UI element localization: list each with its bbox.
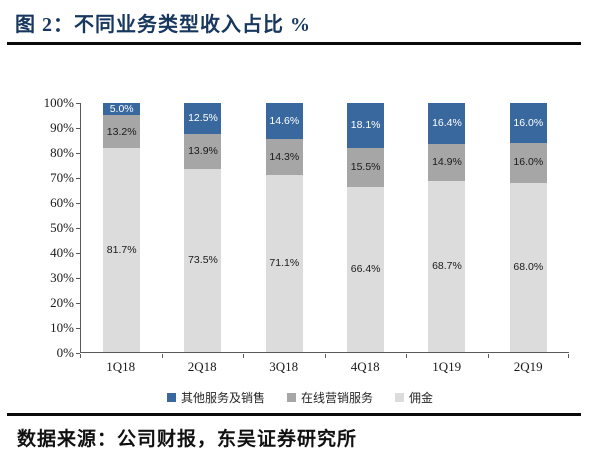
segment-series3-1q18: 81.7% bbox=[103, 148, 141, 352]
legend-item-series1: 其他服务及销售 bbox=[166, 389, 265, 406]
legend-swatch-icon bbox=[286, 393, 296, 402]
legend-swatch-icon bbox=[395, 393, 404, 402]
y-axis-tick bbox=[76, 128, 80, 129]
x-axis-tick bbox=[324, 354, 326, 358]
x-axis-category-label: 2Q18 bbox=[187, 359, 217, 374]
segment-series3-1q19: 68.7% bbox=[428, 180, 466, 352]
segment-series1-4q18: 18.1% bbox=[347, 103, 385, 149]
segment-value-label: 68.0% bbox=[513, 261, 544, 274]
y-axis-tick-label: 80% bbox=[50, 145, 74, 160]
segment-series2-4q18: 15.5% bbox=[347, 148, 385, 187]
data-source-note: 数据来源：公司财报，东吴证券研究所 bbox=[17, 429, 358, 450]
segment-value-label: 14.6% bbox=[269, 114, 300, 127]
stacked-bar-3q18: 14.6% 14.3% 71.1% bbox=[265, 103, 303, 352]
y-axis-tick-label: 20% bbox=[50, 295, 74, 310]
stacked-bar-1q18: 5.0% 13.2% 81.7% bbox=[103, 102, 141, 352]
segment-value-label: 13.2% bbox=[106, 125, 137, 138]
legend-label: 佣金 bbox=[409, 391, 434, 405]
segment-series1-2q19: 16.0% bbox=[509, 103, 547, 143]
segment-series1-1q18: 5.0% bbox=[103, 102, 141, 116]
x-axis-tick bbox=[80, 354, 81, 358]
segment-series2-1q19: 14.9% bbox=[428, 143, 466, 181]
y-axis-tick bbox=[76, 178, 80, 179]
figure-title: 图 2：不同业务类型收入占比 % bbox=[15, 14, 311, 36]
x-axis-category-label: 3Q18 bbox=[269, 359, 299, 374]
segment-series3-2q19: 68.0% bbox=[509, 182, 547, 352]
y-axis-tick-label: 50% bbox=[50, 220, 74, 235]
bar-slot-1q18: 5.0% 13.2% 81.7% bbox=[81, 103, 162, 352]
segment-series1-3q18: 14.6% bbox=[265, 103, 303, 140]
segment-series3-2q18: 73.5% bbox=[184, 168, 222, 352]
segment-series1-2q18: 12.5% bbox=[184, 103, 222, 135]
y-axis-tick bbox=[76, 153, 80, 154]
segment-value-label: 5.0% bbox=[109, 102, 134, 115]
y-axis-tick-label: 90% bbox=[50, 120, 74, 135]
stacked-bar-2q19: 16.0% 16.0% 68.0% bbox=[509, 103, 547, 352]
y-axis-tick-label: 70% bbox=[50, 170, 74, 185]
y-axis-tick-label: 30% bbox=[50, 270, 74, 285]
segment-value-label: 13.9% bbox=[188, 145, 218, 158]
y-axis-tick-label: 40% bbox=[50, 245, 74, 260]
segment-value-label: 73.5% bbox=[188, 253, 218, 266]
segment-series2-2q18: 13.9% bbox=[184, 134, 222, 169]
segment-value-label: 81.7% bbox=[106, 243, 137, 256]
segment-value-label: 16.4% bbox=[432, 117, 462, 130]
segment-value-label: 15.5% bbox=[350, 161, 381, 174]
segment-value-label: 71.1% bbox=[269, 257, 300, 270]
segment-value-label: 14.9% bbox=[432, 156, 462, 169]
segment-value-label: 16.0% bbox=[513, 156, 544, 169]
plot-area: 5.0% 13.2% 81.7% 12.5% 13.9% 73.5% 14.6% 14.3% 7… bbox=[80, 103, 569, 353]
footer-rule bbox=[7, 413, 581, 416]
bar-slot-2q19: 16.0% 16.0% 68.0% bbox=[488, 103, 569, 352]
y-axis-tick bbox=[76, 103, 80, 104]
y-axis-tick-label: 10% bbox=[50, 320, 74, 335]
y-axis-tick-label: 60% bbox=[50, 195, 74, 210]
y-axis-tick bbox=[76, 353, 80, 354]
segment-value-label: 18.1% bbox=[350, 119, 381, 132]
bar-slot-2q18: 12.5% 13.9% 73.5% bbox=[162, 103, 243, 352]
chart-legend: 其他服务及销售 在线营销服务 佣金 bbox=[0, 389, 600, 406]
segment-value-label: 68.7% bbox=[432, 260, 462, 273]
segment-series3-4q18: 66.4% bbox=[347, 186, 385, 352]
y-axis-tick bbox=[76, 228, 80, 229]
y-axis-tick bbox=[76, 278, 80, 279]
x-axis-category-label: 1Q18 bbox=[106, 359, 136, 374]
segment-value-label: 12.5% bbox=[188, 112, 218, 125]
legend-item-series3: 佣金 bbox=[395, 389, 433, 406]
segment-value-label: 66.4% bbox=[350, 263, 381, 276]
segment-series1-1q19: 16.4% bbox=[428, 103, 466, 144]
x-axis-category-label: 2Q19 bbox=[513, 359, 543, 374]
y-axis-tick bbox=[76, 203, 80, 204]
y-axis-tick bbox=[76, 328, 80, 329]
y-axis-tick bbox=[76, 253, 80, 254]
x-axis-tick bbox=[568, 354, 569, 358]
title-rule bbox=[7, 42, 581, 45]
legend-swatch-icon bbox=[166, 393, 176, 402]
segment-value-label: 14.3% bbox=[269, 150, 300, 163]
segment-value-label: 16.0% bbox=[513, 116, 544, 129]
segment-series2-2q19: 16.0% bbox=[509, 142, 547, 183]
y-axis-tick-label: 0% bbox=[56, 345, 74, 360]
stacked-bar-4q18: 18.1% 15.5% 66.4% bbox=[347, 103, 385, 352]
x-axis-tick bbox=[487, 354, 489, 358]
stacked-bar-2q18: 12.5% 13.9% 73.5% bbox=[184, 103, 222, 352]
segment-series3-3q18: 71.1% bbox=[265, 174, 303, 352]
x-axis-tick bbox=[243, 354, 244, 358]
legend-item-series2: 在线营销服务 bbox=[286, 389, 373, 406]
x-axis-tick bbox=[406, 354, 407, 358]
segment-series2-1q18: 13.2% bbox=[103, 115, 141, 149]
legend-label: 其他服务及销售 bbox=[180, 391, 265, 405]
x-axis-tick bbox=[161, 354, 163, 358]
y-axis-tick bbox=[76, 303, 80, 304]
bar-slot-3q18: 14.6% 14.3% 71.1% bbox=[244, 103, 325, 352]
x-axis-category-label: 4Q18 bbox=[350, 359, 380, 374]
x-axis-category-label: 1Q19 bbox=[432, 359, 462, 374]
bar-slot-4q18: 18.1% 15.5% 66.4% bbox=[325, 103, 406, 352]
stacked-bar-1q19: 16.4% 14.9% 68.7% bbox=[428, 103, 466, 352]
bar-slot-1q19: 16.4% 14.9% 68.7% bbox=[406, 103, 487, 352]
segment-series2-3q18: 14.3% bbox=[265, 139, 303, 175]
legend-label: 在线营销服务 bbox=[300, 391, 373, 405]
y-axis-tick-label: 100% bbox=[43, 95, 74, 110]
